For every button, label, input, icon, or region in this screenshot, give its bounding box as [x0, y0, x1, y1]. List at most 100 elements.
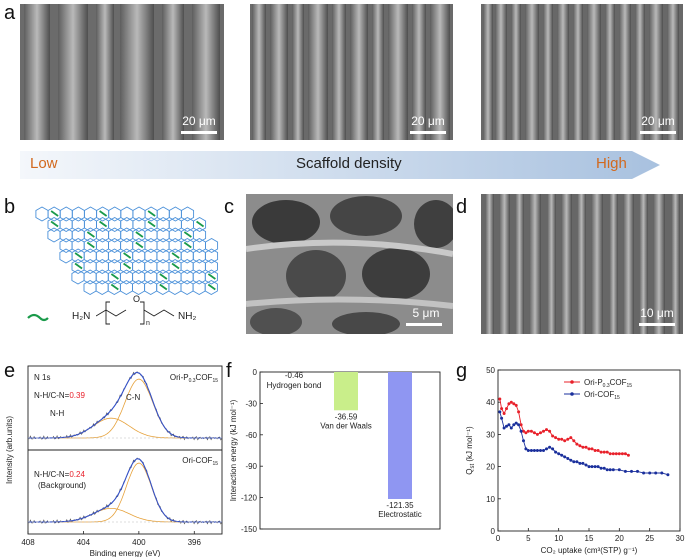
data-point [599, 466, 603, 470]
panel-label-a: a [4, 2, 16, 24]
hexagon-cell [83, 216, 97, 233]
panel-label-f: f [226, 360, 232, 382]
category-label: Van der Waals [320, 421, 372, 430]
data-point [642, 471, 646, 475]
data-point [617, 468, 621, 472]
hexagon-cell [168, 227, 182, 243]
bar-van-der-waals [334, 372, 358, 411]
density-arrow [20, 151, 660, 179]
x-axis-label: CO₂ uptake (cm³(STP) g⁻¹) [541, 546, 638, 555]
x-tick-label: 20 [615, 534, 624, 543]
data-point [608, 468, 612, 472]
hexagon-cell [144, 258, 158, 275]
scale-bar [640, 131, 676, 134]
sem-image-cross-section: 5 μm [246, 194, 453, 334]
hexagon-cell [119, 269, 134, 285]
sem-image-longitudinal: 10 μm [481, 194, 683, 334]
data-point [578, 461, 582, 465]
data-point [502, 412, 506, 415]
peg-link [86, 241, 95, 249]
hexagon-cell [156, 206, 170, 222]
data-point [611, 452, 615, 456]
peak-label-cn: C-N [126, 393, 140, 402]
data-point [608, 452, 612, 456]
data-point [498, 397, 502, 401]
data-point [500, 416, 504, 420]
hexagon-cell [144, 237, 158, 254]
hexagon-cell [83, 269, 97, 285]
data-point [602, 450, 606, 454]
peg-link [50, 220, 59, 228]
hexagon-cell [59, 206, 73, 222]
data-point [514, 403, 518, 407]
sem-texture [481, 194, 683, 334]
panel-label-b: b [4, 196, 16, 218]
data-point [626, 453, 630, 457]
y-tick-label: -30 [245, 399, 257, 408]
hexagon-cell [180, 216, 194, 233]
y-axis-label: Interaction energy (kJ mol⁻¹) [229, 399, 238, 501]
y-axis-label: Qst (kJ mol⁻¹) [465, 426, 476, 475]
data-point [554, 450, 558, 454]
data-point [602, 466, 606, 470]
data-point [505, 407, 508, 411]
data-point [620, 452, 624, 456]
data-point [529, 429, 533, 433]
y-axis-label: Intensity (arb.units) [5, 416, 14, 484]
data-point [566, 457, 570, 460]
arrow-title: Scaffold density [296, 155, 402, 172]
data-point [572, 460, 576, 464]
hexagon-cell [71, 206, 85, 222]
hexagon-cell [108, 206, 122, 222]
x-tick-label: 25 [645, 534, 654, 543]
data-point [587, 465, 591, 469]
y-tick-label: -150 [241, 525, 258, 534]
data-point [590, 465, 594, 469]
peg-link [159, 273, 168, 280]
formula-n: n [146, 320, 150, 327]
hexagon-cell [192, 279, 206, 296]
data-point [605, 468, 609, 472]
data-point [575, 442, 579, 446]
peg-link [183, 241, 192, 249]
panel-label-e: e [4, 360, 16, 382]
data-point [654, 471, 658, 475]
sem-texture [246, 194, 453, 334]
hexagon-cell [168, 216, 182, 233]
data-point [587, 447, 591, 451]
hexagon-cell [59, 216, 73, 233]
hexagon-cell [120, 237, 134, 254]
data-point [535, 432, 539, 436]
peg-link [196, 220, 205, 228]
hexagon-cell [35, 206, 49, 222]
nh-fit-peak [28, 417, 222, 439]
hexagon-cell [144, 248, 158, 264]
scale-label: 20 μm [182, 114, 216, 128]
data-point [636, 469, 639, 473]
hexagon-cell [180, 279, 194, 296]
data-point [623, 452, 627, 456]
sem-texture [20, 4, 224, 140]
value-label: -121.35 [386, 501, 414, 510]
bar-electrostatic [388, 372, 412, 500]
peg-link [74, 262, 83, 270]
hexagon-cell [83, 279, 97, 296]
data-point [517, 423, 521, 427]
x-tick-label: 15 [585, 534, 594, 543]
data-point [563, 455, 567, 459]
x-axis-label: Binding energy (eV) [90, 549, 161, 557]
peg-link [74, 252, 83, 259]
data-point [563, 439, 567, 443]
scale-label: 5 μm [412, 306, 440, 320]
y-tick-label: 0 [491, 527, 496, 536]
series-line [499, 411, 669, 476]
data-point [578, 444, 582, 448]
y-tick-label: 40 [486, 398, 495, 407]
hexagon-cell [71, 269, 85, 285]
scale-label: 20 μm [411, 114, 445, 128]
sample-label-bottom: Ori-COF15 [182, 456, 218, 467]
data-point [605, 450, 609, 454]
hexagon-cell [108, 227, 122, 243]
peg-legend [27, 313, 49, 322]
hexagon-cell [156, 227, 170, 243]
